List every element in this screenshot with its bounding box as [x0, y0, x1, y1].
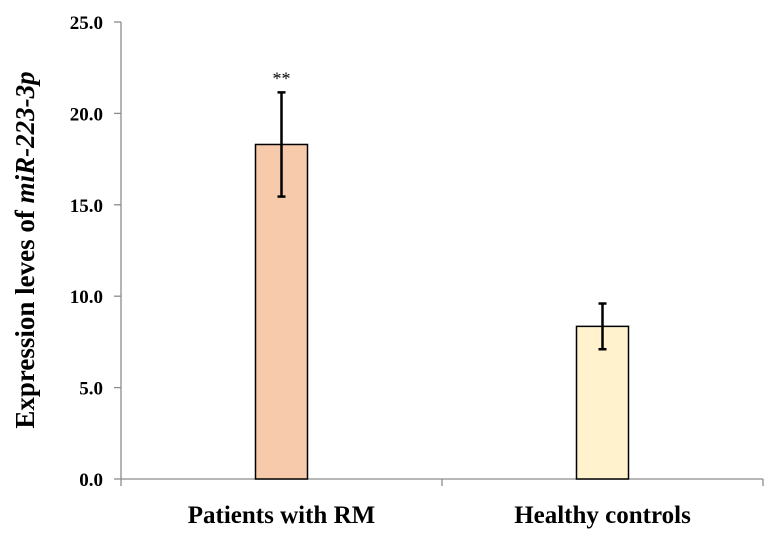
y-axis-label-italic: miR-223-3p — [10, 71, 40, 203]
x-tick-label: Patients with RM — [188, 502, 375, 529]
y-ticks: 0.0 5.0 10.0 15.0 20.0 25.0 — [70, 13, 121, 491]
y-tick-label: 25.0 — [70, 13, 103, 34]
y-axis-label-text: Expression leves of — [10, 203, 40, 428]
y-tick-label: 0.0 — [79, 470, 103, 491]
bar — [575, 325, 630, 480]
x-tick-label: Healthy controls — [514, 502, 691, 529]
x-tick-labels: Patients with RM Healthy controls — [188, 502, 691, 529]
bar — [254, 143, 309, 480]
y-tick-label: 15.0 — [70, 196, 103, 217]
y-tick-label: 5.0 — [79, 379, 103, 400]
axes — [120, 22, 764, 486]
y-tick-label: 20.0 — [70, 104, 103, 125]
y-tick-label: 10.0 — [70, 287, 103, 308]
bars: ** — [254, 68, 630, 480]
significance-annotation: ** — [273, 68, 291, 88]
y-axis-label: Expression leves of miR-223-3p — [10, 71, 40, 428]
